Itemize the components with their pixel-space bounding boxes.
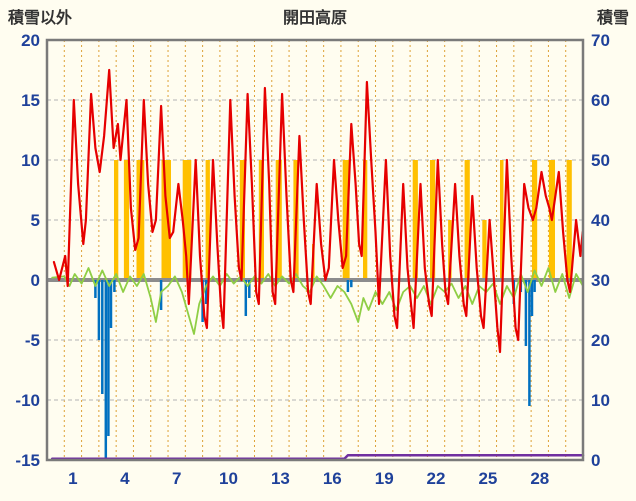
- left-axis-tick-label: -10: [15, 391, 40, 410]
- left-axis-tick-label: 10: [21, 151, 40, 170]
- right-axis-tick-labels: 70 60 50 40 30 20 10 0: [591, 31, 610, 470]
- right-axis-tick-label: 10: [591, 391, 610, 410]
- left-axis-tick-label: -15: [15, 451, 40, 470]
- plot-frame: [45, 38, 585, 462]
- x-axis-tick-labels: 1 4 7 10 13 16 19 22 25 28: [68, 469, 549, 488]
- blue-bars: [94, 280, 536, 460]
- x-axis-tick-label: 4: [120, 469, 130, 488]
- x-axis-tick-label: 16: [323, 469, 342, 488]
- x-axis-tick-label: 25: [478, 469, 497, 488]
- x-axis-tick-label: 7: [172, 469, 181, 488]
- purple-line: [50, 453, 585, 461]
- chart-title: 開田高原: [283, 8, 347, 27]
- right-axis-tick-label: 0: [591, 451, 600, 470]
- left-axis-tick-labels: 20 15 10 5 0 -5 -10 -15: [15, 31, 40, 470]
- left-axis-tick-label: 0: [31, 271, 40, 290]
- x-axis-tick-label: 28: [530, 469, 549, 488]
- x-axis-tick-label: 1: [68, 469, 77, 488]
- right-axis-tick-label: 70: [591, 31, 610, 50]
- red-line: [52, 68, 584, 354]
- right-axis-tick-label: 50: [591, 151, 610, 170]
- left-axis-title: 積雪以外: [7, 8, 72, 27]
- left-axis-tick-label: 5: [31, 211, 40, 230]
- green-line: [51, 267, 584, 335]
- right-axis-title: 積雪: [596, 8, 629, 27]
- x-axis-tick-label: 13: [271, 469, 290, 488]
- x-axis-tick-label: 22: [427, 469, 446, 488]
- x-axis-tick-label: 10: [219, 469, 238, 488]
- left-axis-tick-label: 15: [21, 91, 40, 110]
- right-axis-tick-label: 60: [591, 91, 610, 110]
- right-axis-tick-label: 30: [591, 271, 610, 290]
- right-axis-tick-label: 40: [591, 211, 610, 230]
- x-axis-tick-label: 19: [375, 469, 394, 488]
- left-axis-tick-label: -5: [25, 331, 40, 350]
- left-axis-tick-label: 20: [21, 31, 40, 50]
- right-axis-tick-label: 20: [591, 331, 610, 350]
